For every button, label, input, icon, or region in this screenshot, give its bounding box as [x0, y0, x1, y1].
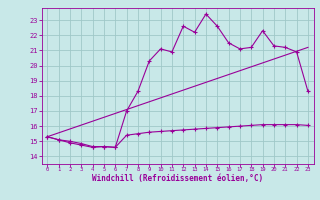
- X-axis label: Windchill (Refroidissement éolien,°C): Windchill (Refroidissement éolien,°C): [92, 174, 263, 183]
